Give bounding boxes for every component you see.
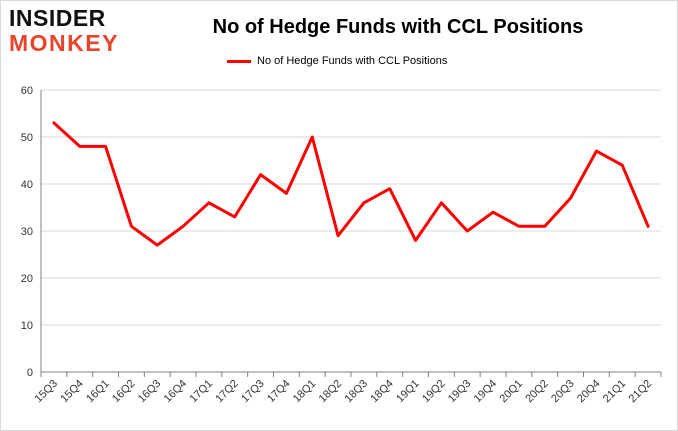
chart-legend: No of Hedge Funds with CCL Positions bbox=[227, 55, 447, 67]
x-tick-label: 20Q4 bbox=[575, 378, 603, 406]
x-tick-label: 20Q3 bbox=[549, 378, 577, 406]
x-tick-label: 17Q1 bbox=[188, 378, 216, 406]
y-tick-label: 60 bbox=[21, 85, 33, 97]
y-tick-label: 10 bbox=[21, 320, 33, 332]
x-tick-label: 18Q1 bbox=[291, 378, 319, 406]
x-tick-label: 17Q3 bbox=[239, 378, 267, 406]
x-tick-label: 18Q2 bbox=[317, 378, 345, 406]
legend-swatch bbox=[227, 59, 251, 63]
x-tick-label: 16Q2 bbox=[110, 378, 138, 406]
x-tick-label: 19Q4 bbox=[472, 378, 500, 406]
y-tick-label: 0 bbox=[27, 367, 33, 379]
x-tick-label: 19Q2 bbox=[420, 378, 448, 406]
x-tick-label: 17Q4 bbox=[265, 378, 293, 406]
x-tick-label: 16Q4 bbox=[162, 378, 190, 406]
logo-text-top: INSIDER bbox=[9, 5, 106, 31]
x-tick-label: 16Q1 bbox=[84, 378, 112, 406]
y-tick-label: 40 bbox=[21, 179, 33, 191]
chart-title: No of Hedge Funds with CCL Positions bbox=[212, 16, 584, 38]
x-tick-label: 15Q3 bbox=[33, 378, 61, 406]
y-tick-label: 50 bbox=[21, 132, 33, 144]
x-tick-label: 18Q4 bbox=[368, 378, 396, 406]
x-tick-label: 17Q2 bbox=[213, 378, 241, 406]
logo-text-bottom: MONKEY bbox=[9, 30, 119, 56]
x-tick-label: 21Q2 bbox=[627, 378, 655, 406]
x-tick-label: 18Q3 bbox=[343, 378, 371, 406]
brand-logo: INSIDER MONKEY bbox=[9, 7, 129, 57]
x-tick-label: 20Q2 bbox=[523, 378, 551, 406]
x-tick-label: 19Q3 bbox=[446, 378, 474, 406]
legend-label: No of Hedge Funds with CCL Positions bbox=[257, 55, 448, 67]
y-tick-label: 20 bbox=[21, 273, 33, 285]
x-tick-label: 16Q3 bbox=[136, 378, 164, 406]
x-tick-label: 20Q1 bbox=[498, 378, 526, 406]
x-tick-label: 15Q4 bbox=[58, 378, 86, 406]
series-line bbox=[52, 121, 650, 247]
x-tick-label: 19Q1 bbox=[394, 378, 422, 406]
x-tick-label: 21Q1 bbox=[601, 378, 629, 406]
y-tick-label: 30 bbox=[21, 226, 33, 238]
